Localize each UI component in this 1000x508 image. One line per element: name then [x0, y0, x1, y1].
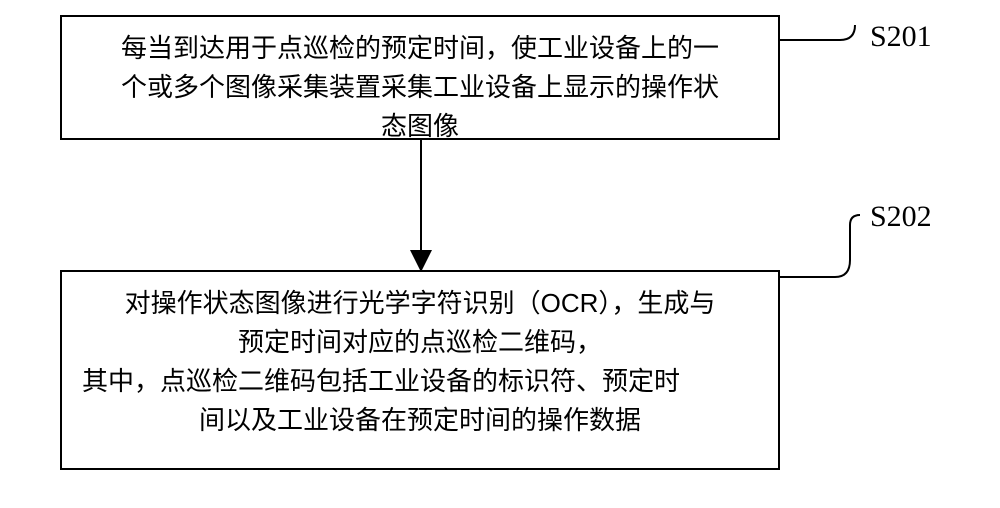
flowchart-node-s201: 每当到达用于点巡检的预定时间，使工业设备上的一 个或多个图像采集装置采集工业设备… — [60, 15, 780, 140]
node-text-line: 个或多个图像采集装置采集工业设备上显示的操作状 — [82, 68, 758, 107]
node-text-line: 预定时间对应的点巡检二维码， — [82, 323, 758, 362]
node-text-line: 对操作状态图像进行光学字符识别（OCR），生成与 — [82, 284, 758, 323]
connector-s202 — [780, 205, 880, 285]
node-text-line: 每当到达用于点巡检的预定时间，使工业设备上的一 — [82, 29, 758, 68]
flowchart-node-s202: 对操作状态图像进行光学字符识别（OCR），生成与 预定时间对应的点巡检二维码， … — [60, 270, 780, 470]
step-label-s202: S202 — [870, 200, 932, 234]
node-text-line: 间以及工业设备在预定时间的操作数据 — [82, 401, 758, 440]
arrow-line — [420, 140, 422, 255]
connector-s201 — [780, 15, 880, 75]
step-label-s201: S201 — [870, 20, 932, 54]
node-text-line: 其中，点巡检二维码包括工业设备的标识符、预定时 — [82, 362, 758, 401]
arrow-head — [410, 250, 432, 272]
